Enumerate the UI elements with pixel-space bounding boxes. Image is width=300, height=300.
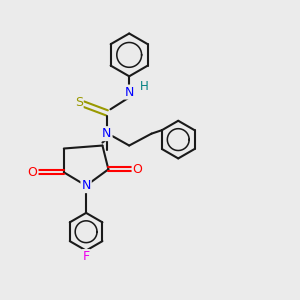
Text: O: O — [28, 166, 38, 179]
Text: S: S — [75, 96, 83, 109]
Text: N: N — [102, 127, 112, 140]
Text: N: N — [124, 85, 134, 98]
Text: N: N — [81, 179, 91, 192]
Text: F: F — [82, 250, 90, 263]
Text: H: H — [140, 80, 148, 93]
Text: O: O — [133, 163, 142, 176]
